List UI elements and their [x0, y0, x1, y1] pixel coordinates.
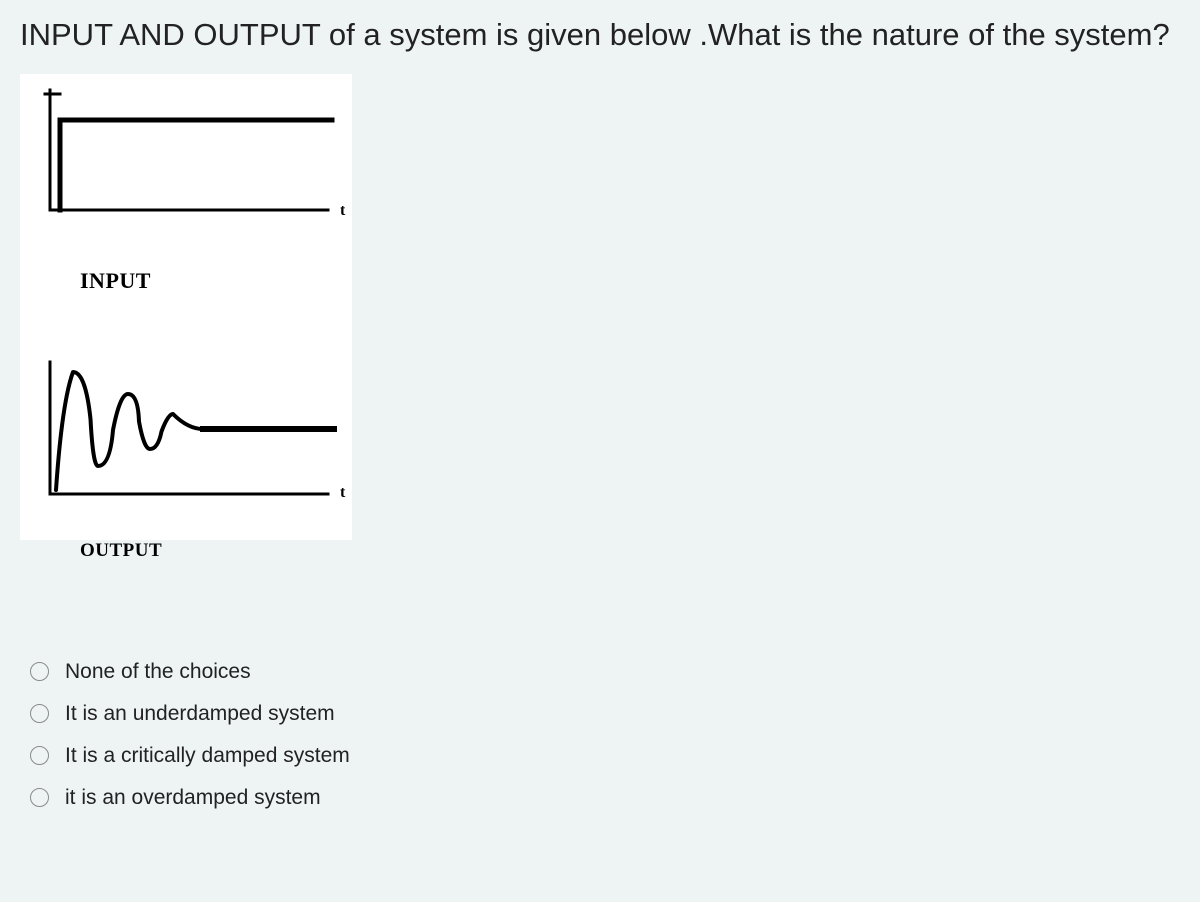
- input-label: INPUT: [80, 268, 352, 294]
- input-figure: t INPUT: [20, 82, 352, 294]
- option-label: it is an overdamped system: [65, 786, 321, 810]
- figure-panel: t INPUT t OUTPUT: [20, 74, 352, 540]
- option-opt-none[interactable]: None of the choices: [30, 660, 1180, 684]
- radio-icon[interactable]: [30, 704, 49, 723]
- input-axis-label: t: [340, 202, 345, 220]
- option-opt-crit[interactable]: It is a critically damped system: [30, 744, 1180, 768]
- input-plot: t: [28, 82, 348, 262]
- option-label: It is a critically damped system: [65, 744, 350, 768]
- output-axis-label: t: [340, 484, 345, 502]
- question-text: INPUT AND OUTPUT of a system is given be…: [20, 14, 1180, 56]
- radio-icon[interactable]: [30, 746, 49, 765]
- options-group: None of the choices It is an underdamped …: [30, 660, 1180, 810]
- radio-icon[interactable]: [30, 788, 49, 807]
- option-opt-under[interactable]: It is an underdamped system: [30, 702, 1180, 726]
- option-label: It is an underdamped system: [65, 702, 335, 726]
- radio-icon[interactable]: [30, 662, 49, 681]
- option-opt-over[interactable]: it is an overdamped system: [30, 786, 1180, 810]
- output-label: OUTPUT: [80, 540, 352, 562]
- option-label: None of the choices: [65, 660, 251, 684]
- output-plot: t: [28, 354, 348, 534]
- output-figure: t OUTPUT: [20, 354, 352, 562]
